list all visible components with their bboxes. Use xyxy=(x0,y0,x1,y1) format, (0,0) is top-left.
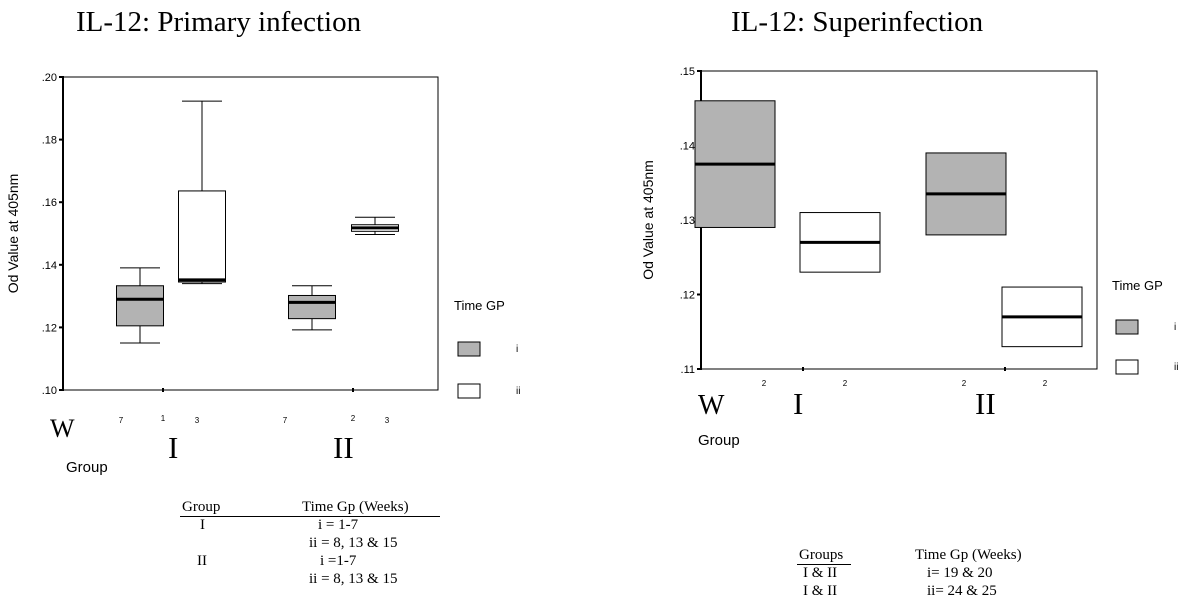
y-tick-label: .12 xyxy=(42,322,57,334)
y-tick-label: .20 xyxy=(42,72,57,84)
table-header-time-gp: Time Gp (Weeks) xyxy=(915,547,1022,563)
chart-title-primary: IL-12: Primary infection xyxy=(76,6,362,38)
box-II-i xyxy=(288,294,336,320)
legend-label-i: i xyxy=(1174,322,1176,333)
legend-label-ii: ii xyxy=(516,386,520,397)
legend-swatch-ii xyxy=(1115,359,1139,375)
table-cell: I & II xyxy=(803,583,838,599)
legend-label-i: i xyxy=(516,344,518,355)
table-header-time-gp: Time Gp (Weeks) xyxy=(302,499,409,515)
box-n-label: 7 xyxy=(283,416,288,425)
y-axis-label: Od Value at 405nm xyxy=(5,174,21,294)
table-cell: i = 1-7 xyxy=(318,517,359,533)
table-cell: ii= 24 & 25 xyxy=(927,583,997,599)
box-I-i xyxy=(116,285,164,327)
x-axis-label-primary: Group xyxy=(66,459,108,476)
plot-frame xyxy=(62,76,439,391)
legend-title: Time GP xyxy=(1112,278,1163,293)
y-tick-label: .12 xyxy=(680,290,695,302)
legend-title: Time GP xyxy=(454,298,505,313)
box-n-label: 7 xyxy=(119,416,124,425)
roman-label-ii-super: II xyxy=(975,386,996,421)
y-tick-label: .14 xyxy=(680,141,695,153)
chart-title-superinfection: IL-12: Superinfection xyxy=(731,6,984,38)
x-axis-label-super: Group xyxy=(698,432,740,449)
legend-swatch-ii xyxy=(457,383,481,399)
y-tick-label: .10 xyxy=(42,385,57,397)
box-n-label: 2 xyxy=(1043,379,1048,388)
y-axis-label: Od Value at 405nm xyxy=(640,160,656,280)
y-tick-label: .15 xyxy=(680,66,695,78)
side-mark-w-primary: W xyxy=(50,414,75,443)
table-cell: i =1-7 xyxy=(320,553,357,569)
roman-label-i-primary: I xyxy=(168,430,179,465)
table-cell: I xyxy=(200,517,205,533)
table-cell: ii = 8, 13 & 15 xyxy=(309,535,398,551)
box-plot-primary-infection: .10 .12 .14 .16 .18 .20 Od Value at 405nm 7 3 7 3 T… xyxy=(5,72,520,425)
box-n-label: 2 xyxy=(843,379,848,388)
y-tick-label: .11 xyxy=(681,364,695,376)
table-cell: i= 19 & 20 xyxy=(927,565,993,581)
roman-label-i-super: I xyxy=(793,386,804,421)
box-n-label: 3 xyxy=(195,416,200,425)
box-n-label: 2 xyxy=(962,379,967,388)
table-header-group: Group xyxy=(182,499,221,515)
legend-swatch-i xyxy=(457,341,481,357)
legend-label-ii: ii xyxy=(1174,362,1178,373)
table-header-rule xyxy=(180,516,440,517)
box-n-label: 2 xyxy=(762,379,767,388)
x-tick-label: 1 xyxy=(161,414,166,423)
y-tick-label: .13 xyxy=(680,215,695,227)
x-tick-label: 2 xyxy=(351,414,356,423)
box-plot-superinfection: .11 .12 .13 .14 .15 Od Value at 405nm 2 2 2 2 Time… xyxy=(640,66,1178,388)
table-cell: I & II xyxy=(803,565,838,581)
side-mark-w-super: W xyxy=(698,390,725,421)
y-tick-label: .18 xyxy=(42,135,57,147)
y-tick-label: .16 xyxy=(42,197,57,209)
table-header-rule xyxy=(797,564,851,565)
y-tick-label: .14 xyxy=(42,260,57,272)
box-n-label: 3 xyxy=(385,416,390,425)
box-I-ii xyxy=(178,190,226,283)
table-cell: ii = 8, 13 & 15 xyxy=(309,571,398,587)
roman-label-ii-primary: II xyxy=(333,430,354,465)
legend-swatch-i xyxy=(1115,319,1139,335)
table-header-groups: Groups xyxy=(799,547,844,563)
table-cell: II xyxy=(197,553,207,569)
